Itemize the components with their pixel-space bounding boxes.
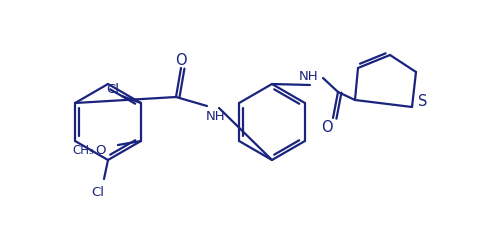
Text: NH: NH (299, 70, 318, 82)
Text: Cl: Cl (91, 185, 104, 199)
Text: O: O (95, 143, 106, 157)
Text: NH: NH (206, 109, 226, 123)
Text: O: O (175, 53, 186, 67)
Text: O: O (320, 120, 332, 136)
Text: Cl: Cl (106, 82, 119, 96)
Text: S: S (417, 93, 427, 109)
Text: CH₃: CH₃ (72, 143, 93, 157)
